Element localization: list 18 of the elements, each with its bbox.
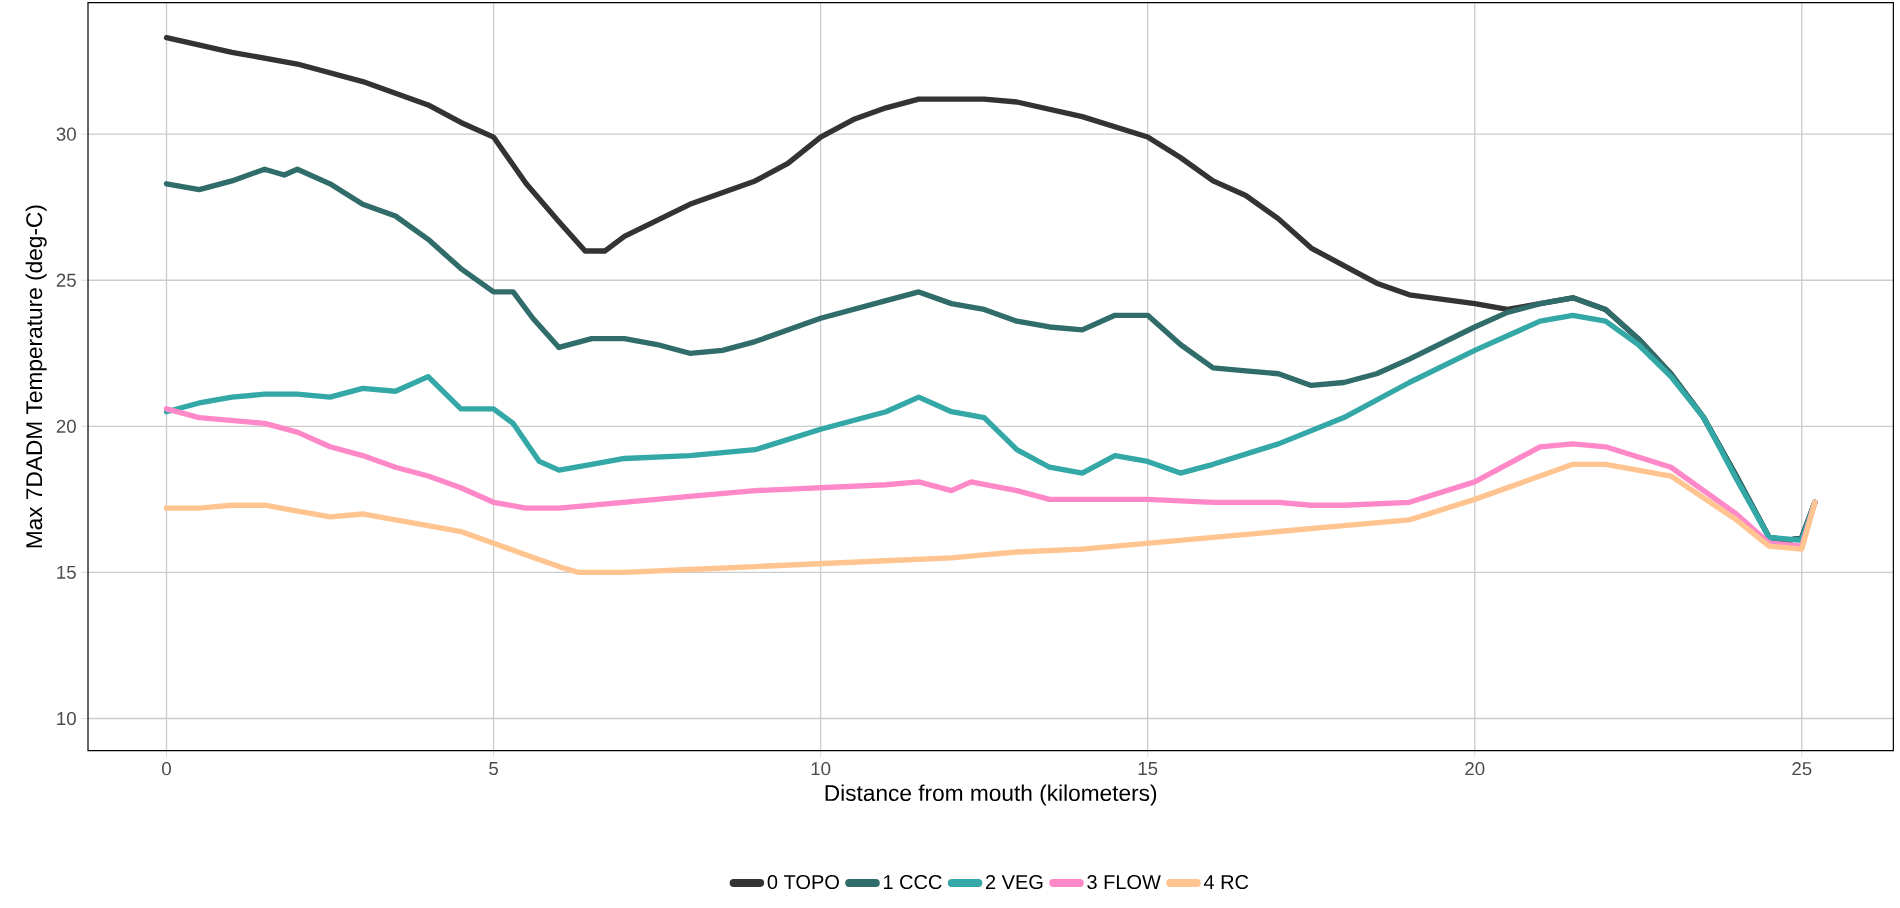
y-axis-title: Max 7DADM Temperature (deg-C) — [25, 205, 47, 548]
x-tick-label: 25 — [1792, 762, 1812, 776]
legend-label: 3 FLOW — [1087, 874, 1161, 890]
y-tick-label: 15 — [57, 565, 76, 579]
legend-label: 2 VEG — [986, 874, 1043, 890]
x-axis-title: Distance from mouth (kilometers) — [825, 784, 1157, 806]
x-tick-label: 20 — [1465, 762, 1485, 776]
x-tick-label: 5 — [489, 762, 498, 776]
legend-label: 4 RC — [1203, 874, 1249, 890]
y-tick-label: 10 — [57, 711, 76, 726]
y-tick-label: 30 — [56, 127, 76, 141]
x-tick-label: 15 — [1138, 762, 1158, 776]
legend-label: 0 TOPO — [767, 874, 839, 890]
x-tick-label: 10 — [811, 762, 831, 776]
x-tick-label: 0 — [162, 762, 171, 776]
y-tick-label: 25 — [56, 273, 76, 287]
legend-label: 1 CCC — [883, 874, 942, 890]
y-tick-label: 20 — [56, 419, 76, 433]
